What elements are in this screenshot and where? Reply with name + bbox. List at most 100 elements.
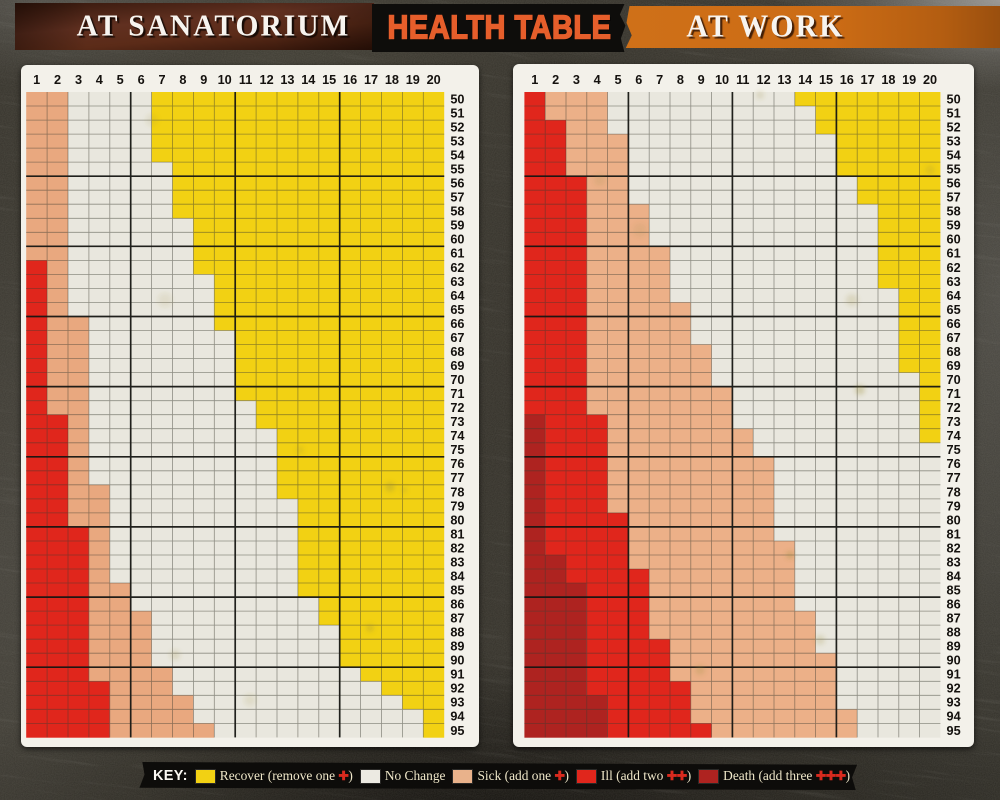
svg-text:54: 54 <box>947 149 961 163</box>
svg-text:4: 4 <box>594 73 601 87</box>
svg-text:62: 62 <box>450 261 464 275</box>
svg-text:81: 81 <box>947 527 961 541</box>
svg-text:55: 55 <box>947 163 961 177</box>
svg-text:20: 20 <box>923 73 937 87</box>
svg-text:76: 76 <box>947 457 961 471</box>
svg-text:18: 18 <box>881 73 895 87</box>
svg-text:78: 78 <box>450 485 464 499</box>
svg-text:15: 15 <box>819 73 833 87</box>
svg-text:82: 82 <box>947 541 961 555</box>
svg-text:75: 75 <box>450 443 464 457</box>
svg-text:61: 61 <box>947 247 961 261</box>
svg-text:51: 51 <box>450 106 464 120</box>
svg-text:79: 79 <box>947 499 961 513</box>
svg-text:93: 93 <box>947 696 961 710</box>
svg-text:77: 77 <box>450 471 464 485</box>
svg-text:65: 65 <box>947 303 961 317</box>
svg-text:56: 56 <box>450 177 464 191</box>
svg-text:88: 88 <box>450 626 464 640</box>
svg-text:79: 79 <box>450 499 464 513</box>
svg-text:69: 69 <box>450 359 464 373</box>
svg-text:52: 52 <box>450 121 464 135</box>
svg-text:63: 63 <box>947 275 961 289</box>
svg-text:59: 59 <box>450 219 464 233</box>
svg-text:55: 55 <box>450 163 464 177</box>
svg-text:17: 17 <box>364 73 378 87</box>
svg-text:11: 11 <box>736 73 749 87</box>
svg-text:86: 86 <box>947 598 961 612</box>
svg-text:11: 11 <box>239 73 252 87</box>
svg-text:66: 66 <box>947 317 961 331</box>
svg-text:16: 16 <box>343 73 357 87</box>
svg-text:72: 72 <box>450 401 464 415</box>
svg-text:2: 2 <box>552 73 559 87</box>
svg-text:16: 16 <box>840 73 854 87</box>
svg-text:94: 94 <box>947 710 961 724</box>
svg-text:61: 61 <box>450 247 464 261</box>
svg-text:6: 6 <box>138 73 145 87</box>
svg-text:66: 66 <box>450 317 464 331</box>
svg-text:91: 91 <box>450 668 464 682</box>
svg-text:9: 9 <box>698 73 705 87</box>
svg-text:85: 85 <box>450 584 464 598</box>
svg-text:95: 95 <box>450 724 464 738</box>
svg-text:5: 5 <box>117 73 124 87</box>
svg-text:76: 76 <box>450 457 464 471</box>
svg-text:87: 87 <box>450 612 464 626</box>
svg-text:52: 52 <box>947 121 961 135</box>
svg-text:86: 86 <box>450 598 464 612</box>
svg-text:84: 84 <box>450 569 464 583</box>
svg-text:7: 7 <box>158 73 165 87</box>
svg-text:67: 67 <box>947 331 961 345</box>
svg-text:58: 58 <box>947 205 961 219</box>
svg-text:65: 65 <box>450 303 464 317</box>
svg-text:53: 53 <box>947 135 961 149</box>
svg-text:94: 94 <box>450 710 464 724</box>
svg-text:74: 74 <box>947 429 961 443</box>
svg-text:85: 85 <box>947 584 961 598</box>
svg-text:89: 89 <box>947 640 961 654</box>
svg-text:73: 73 <box>450 415 464 429</box>
svg-text:2: 2 <box>54 73 61 87</box>
svg-text:90: 90 <box>947 654 961 668</box>
svg-text:17: 17 <box>861 73 875 87</box>
svg-text:59: 59 <box>947 219 961 233</box>
svg-text:58: 58 <box>450 205 464 219</box>
svg-text:6: 6 <box>635 73 642 87</box>
svg-text:50: 50 <box>947 92 961 106</box>
svg-text:89: 89 <box>450 640 464 654</box>
svg-text:19: 19 <box>406 73 420 87</box>
svg-text:68: 68 <box>947 345 961 359</box>
svg-text:60: 60 <box>450 233 464 247</box>
svg-text:91: 91 <box>947 668 961 682</box>
svg-text:8: 8 <box>179 73 186 87</box>
svg-text:69: 69 <box>947 359 961 373</box>
svg-text:3: 3 <box>75 73 82 87</box>
svg-text:68: 68 <box>450 345 464 359</box>
svg-text:63: 63 <box>450 275 464 289</box>
svg-text:53: 53 <box>450 135 464 149</box>
svg-text:80: 80 <box>947 513 961 527</box>
svg-text:7: 7 <box>656 73 663 87</box>
svg-text:90: 90 <box>450 654 464 668</box>
svg-text:51: 51 <box>947 106 961 120</box>
svg-text:18: 18 <box>385 73 399 87</box>
svg-text:1: 1 <box>531 73 538 87</box>
svg-text:60: 60 <box>947 233 961 247</box>
svg-text:82: 82 <box>450 541 464 555</box>
svg-text:83: 83 <box>450 555 464 569</box>
svg-text:71: 71 <box>947 387 961 401</box>
svg-text:10: 10 <box>715 73 729 87</box>
svg-text:70: 70 <box>947 373 961 387</box>
svg-text:67: 67 <box>450 331 464 345</box>
svg-text:70: 70 <box>450 373 464 387</box>
svg-text:9: 9 <box>200 73 207 87</box>
svg-text:15: 15 <box>322 73 336 87</box>
svg-text:88: 88 <box>947 626 961 640</box>
svg-text:93: 93 <box>450 696 464 710</box>
svg-text:64: 64 <box>450 289 464 303</box>
svg-text:54: 54 <box>450 149 464 163</box>
svg-text:64: 64 <box>947 289 961 303</box>
svg-text:10: 10 <box>218 73 232 87</box>
svg-text:13: 13 <box>777 73 791 87</box>
